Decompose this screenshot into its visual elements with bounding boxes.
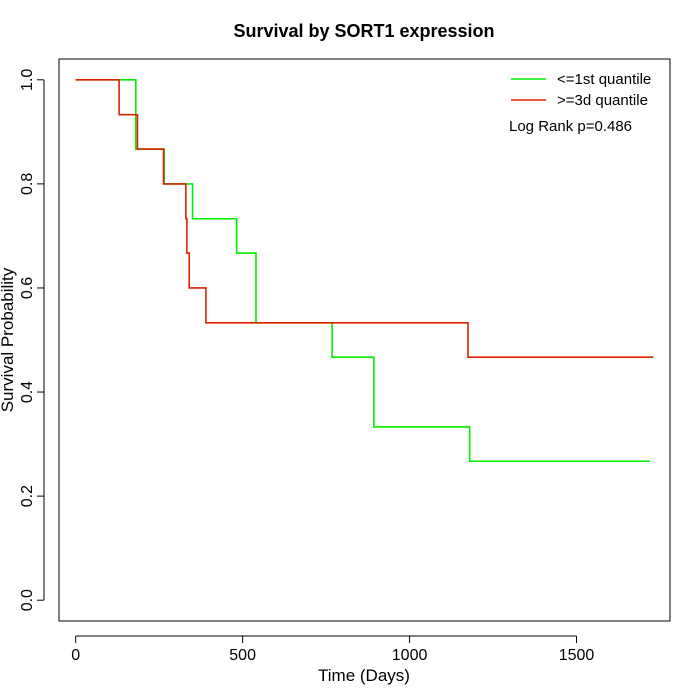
y-tick-label: 0.6 (19, 277, 36, 299)
x-tick-label: 1000 (392, 647, 428, 664)
series-layer (75, 79, 654, 463)
y-tick-label: 0.4 (19, 381, 36, 403)
x-axis-label: Time (Days) (318, 666, 410, 685)
y-tick-label: 0.8 (19, 173, 36, 195)
x-tick-label: 500 (229, 647, 256, 664)
legend: <=1st quantile >=3d quantile (511, 71, 651, 109)
series-line-3d-quantile (75, 79, 654, 358)
chart-title: Survival by SORT1 expression (233, 21, 494, 41)
legend-label-1st-quantile: <=1st quantile (557, 71, 651, 88)
y-axis-label: Survival Probability (0, 267, 17, 412)
x-tick-label: 1500 (559, 647, 595, 664)
axes: 0 500 1000 1500 0.0 0.2 0.4 0.6 0.8 1.0 (19, 69, 594, 664)
log-rank-annotation: Log Rank p=0.486 (509, 118, 632, 135)
y-tick-label: 1.0 (19, 69, 36, 91)
y-tick-label: 0.0 (19, 589, 36, 611)
legend-label-3d-quantile: >=3d quantile (557, 92, 648, 109)
x-tick-label: 0 (71, 647, 80, 664)
plot-frame (58, 58, 671, 622)
y-tick-label: 0.2 (19, 485, 36, 507)
series-line-1st-quantile (75, 79, 650, 463)
